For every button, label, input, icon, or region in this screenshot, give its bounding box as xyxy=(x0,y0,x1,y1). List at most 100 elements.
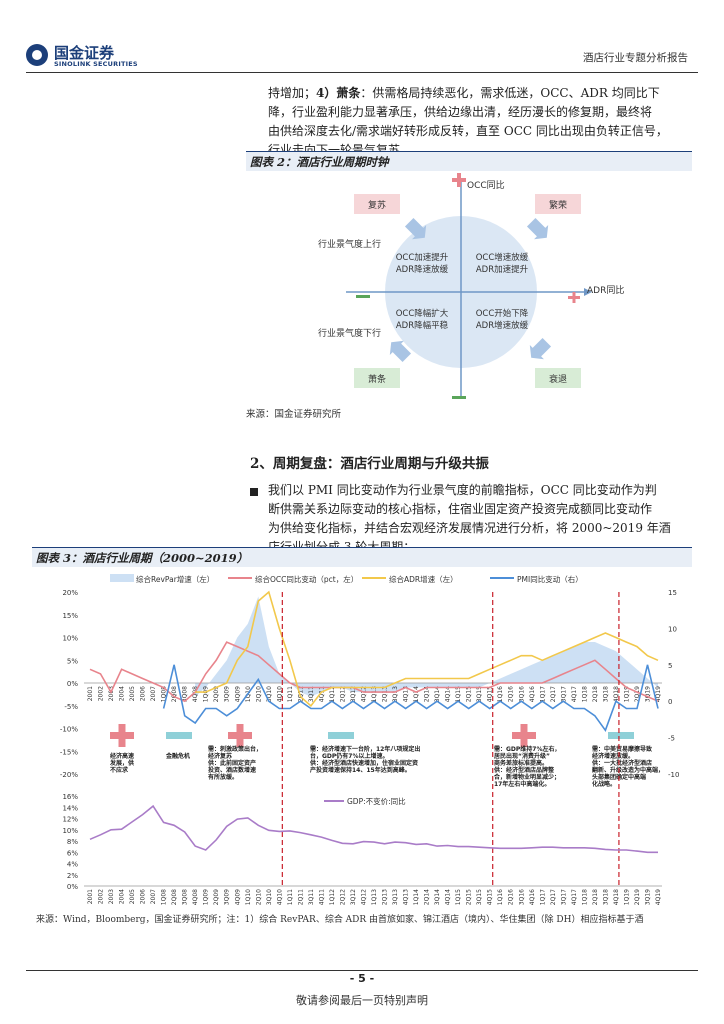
lower-x-label: 2Q18 xyxy=(592,889,599,905)
svg-text:化战略。: 化战略。 xyxy=(592,780,616,788)
upper-x-label: 2Q12 xyxy=(339,686,346,702)
lower-x-label: 2007 xyxy=(150,889,157,904)
lower-x-label: 1Q17 xyxy=(539,889,546,905)
lower-x-label: 2Q13 xyxy=(382,889,389,905)
upper-x-label: 1Q08 xyxy=(161,686,168,702)
axis-x-label: ADR同比 xyxy=(587,284,624,296)
upper-x-label: 3Q16 xyxy=(518,686,525,702)
right-tick-label: 5 xyxy=(668,662,672,670)
minus-icon-ann4 xyxy=(328,732,354,739)
upper-x-label: 3Q18 xyxy=(602,686,609,702)
plus-icon-ann1 xyxy=(110,724,134,747)
lower-x-label: 3Q18 xyxy=(602,889,609,905)
lower-x-label: 1Q13 xyxy=(371,889,378,905)
svg-text:经济高速: 经济高速 xyxy=(110,752,134,760)
upper-x-label: 4Q08 xyxy=(192,686,199,702)
lower-x-label: 4Q12 xyxy=(360,889,367,905)
svg-text:OCC开始下降: OCC开始下降 xyxy=(476,308,529,319)
lower-x-label: 2002 xyxy=(98,889,105,904)
gdp-legend-label: GDP:不变价:同比 xyxy=(347,796,406,806)
right-tick-label: 15 xyxy=(668,589,677,597)
lower-x-label: 1Q19 xyxy=(623,889,630,905)
section2-title: 2、周期复盘：酒店行业周期与升级共振 xyxy=(250,456,489,472)
lower-x-label: 2Q16 xyxy=(508,889,515,905)
svg-text:OCC降幅扩大: OCC降幅扩大 xyxy=(396,308,449,319)
upper-x-label: 3Q14 xyxy=(434,686,441,702)
svg-text:需：GDP维持7%左右，: 需：GDP维持7%左右， xyxy=(494,745,561,753)
left-tick-label: -20% xyxy=(60,771,78,779)
plus-icon-right xyxy=(568,292,580,303)
gdp-tick-label: 2% xyxy=(67,872,78,880)
footer-disclaimer: 敬请参阅最后一页特别声明 xyxy=(296,994,428,1007)
upper-x-label: 1Q19 xyxy=(623,686,630,702)
company-logo-text: 国金证券 xyxy=(54,44,115,62)
svg-text:ADR增速放缓: ADR增速放缓 xyxy=(476,320,529,331)
svg-text:有所放缓。: 有所放缓。 xyxy=(208,773,238,781)
lower-x-label: 3Q12 xyxy=(350,889,357,905)
lower-x-label: 3Q16 xyxy=(518,889,525,905)
upper-x-label: 2Q10 xyxy=(255,686,262,702)
lower-x-label: 4Q17 xyxy=(571,889,578,905)
upper-x-label: 1Q12 xyxy=(329,686,336,702)
upper-x-label: 4Q16 xyxy=(529,686,536,702)
lower-x-label: 3Q14 xyxy=(434,889,441,905)
svg-text:OCC增速放缓: OCC增速放缓 xyxy=(476,252,529,263)
lower-x-label: 4Q14 xyxy=(445,889,452,905)
series-line-gdp xyxy=(89,804,658,854)
upper-x-label: 1Q17 xyxy=(539,686,546,702)
gdp-tick-label: 0% xyxy=(67,883,78,891)
svg-text:需：经济增速下一台阶，12年八项规定出: 需：经济增速下一台阶，12年八项规定出 xyxy=(310,745,420,753)
svg-text:OCC加速提升: OCC加速提升 xyxy=(396,252,449,263)
gdp-tick-label: 10% xyxy=(62,827,78,835)
legend-occ: 综合OCC同比变动（pct，左） xyxy=(255,574,358,584)
section2-paragraph: 我们以 PMI 同比变动作为行业景气度的前瞻指标，OCC 同比变动作为判 断供需… xyxy=(268,483,671,554)
upper-x-label: 4Q17 xyxy=(571,686,578,702)
figure3-source: 来源：Wind，Bloomberg，国金证券研究所；注：1）综合 RevPAR、… xyxy=(36,915,644,925)
right-tick-label: -5 xyxy=(668,735,675,743)
upper-x-label: 2Q16 xyxy=(508,686,515,702)
upper-x-label: 3Q11 xyxy=(308,686,315,702)
upper-x-label: 2004 xyxy=(119,686,126,701)
right-tick-label: -10 xyxy=(668,771,679,779)
figure3-title: 图表 3：酒店行业周期（2000~2019） xyxy=(32,547,692,567)
lower-x-label: 3Q11 xyxy=(308,889,315,905)
upper-x-label: 1Q16 xyxy=(497,686,504,702)
upper-x-label: 2003 xyxy=(108,686,115,701)
lower-x-label: 3Q13 xyxy=(392,889,399,905)
upper-x-label: 3Q13 xyxy=(392,686,399,702)
phase-recession-box xyxy=(535,368,581,388)
series-line-occ xyxy=(89,641,659,703)
figure2-source: 来源：国金证券研究所 xyxy=(246,409,342,420)
upper-x-label: 3Q17 xyxy=(560,686,567,702)
lower-x-label: 2Q11 xyxy=(297,889,304,905)
svg-text:经济复苏: 经济复苏 xyxy=(208,752,232,760)
lower-x-label: 4Q15 xyxy=(487,889,494,905)
upper-x-label: 1Q13 xyxy=(371,686,378,702)
phase-boom-box xyxy=(535,194,581,214)
lower-x-label: 4Q19 xyxy=(655,889,662,905)
legend-adr: 综合ADR增速（左） xyxy=(389,574,458,584)
upper-x-label: 2Q14 xyxy=(424,686,431,702)
svg-text:供：经济型酒店快速增加，住宿业固定资: 供：经济型酒店快速增加，住宿业固定资 xyxy=(309,759,418,767)
footer-divider xyxy=(26,970,698,971)
upper-x-label: 4Q09 xyxy=(234,686,241,702)
industry-up-label: 行业景气度上行 xyxy=(318,238,381,250)
minus-icon-bottom xyxy=(452,396,466,399)
svg-text:17年左右中高端化。: 17年左右中高端化。 xyxy=(494,780,550,788)
svg-text:衰退: 衰退 xyxy=(549,373,567,385)
svg-text:萧条: 萧条 xyxy=(368,373,386,385)
svg-text:发展，供: 发展，供 xyxy=(109,759,134,767)
gdp-tick-label: 8% xyxy=(67,838,78,846)
lower-x-label: 1Q15 xyxy=(455,889,462,905)
lower-x-label: 3Q10 xyxy=(266,889,273,905)
upper-x-label: 2Q08 xyxy=(171,686,178,702)
upper-x-label: 3Q09 xyxy=(224,686,231,702)
svg-text:不应求: 不应求 xyxy=(110,766,129,774)
svg-text:ADR降速放缓: ADR降速放缓 xyxy=(396,264,449,275)
minus-icon-ann6 xyxy=(608,732,634,739)
upper-x-label: 2Q19 xyxy=(634,686,641,702)
lower-x-label: 2Q19 xyxy=(634,889,641,905)
lower-x-label: 4Q18 xyxy=(613,889,620,905)
lower-x-label: 1Q10 xyxy=(245,889,252,905)
svg-text:商务差旅标准提高。: 商务差旅标准提高。 xyxy=(494,759,548,767)
